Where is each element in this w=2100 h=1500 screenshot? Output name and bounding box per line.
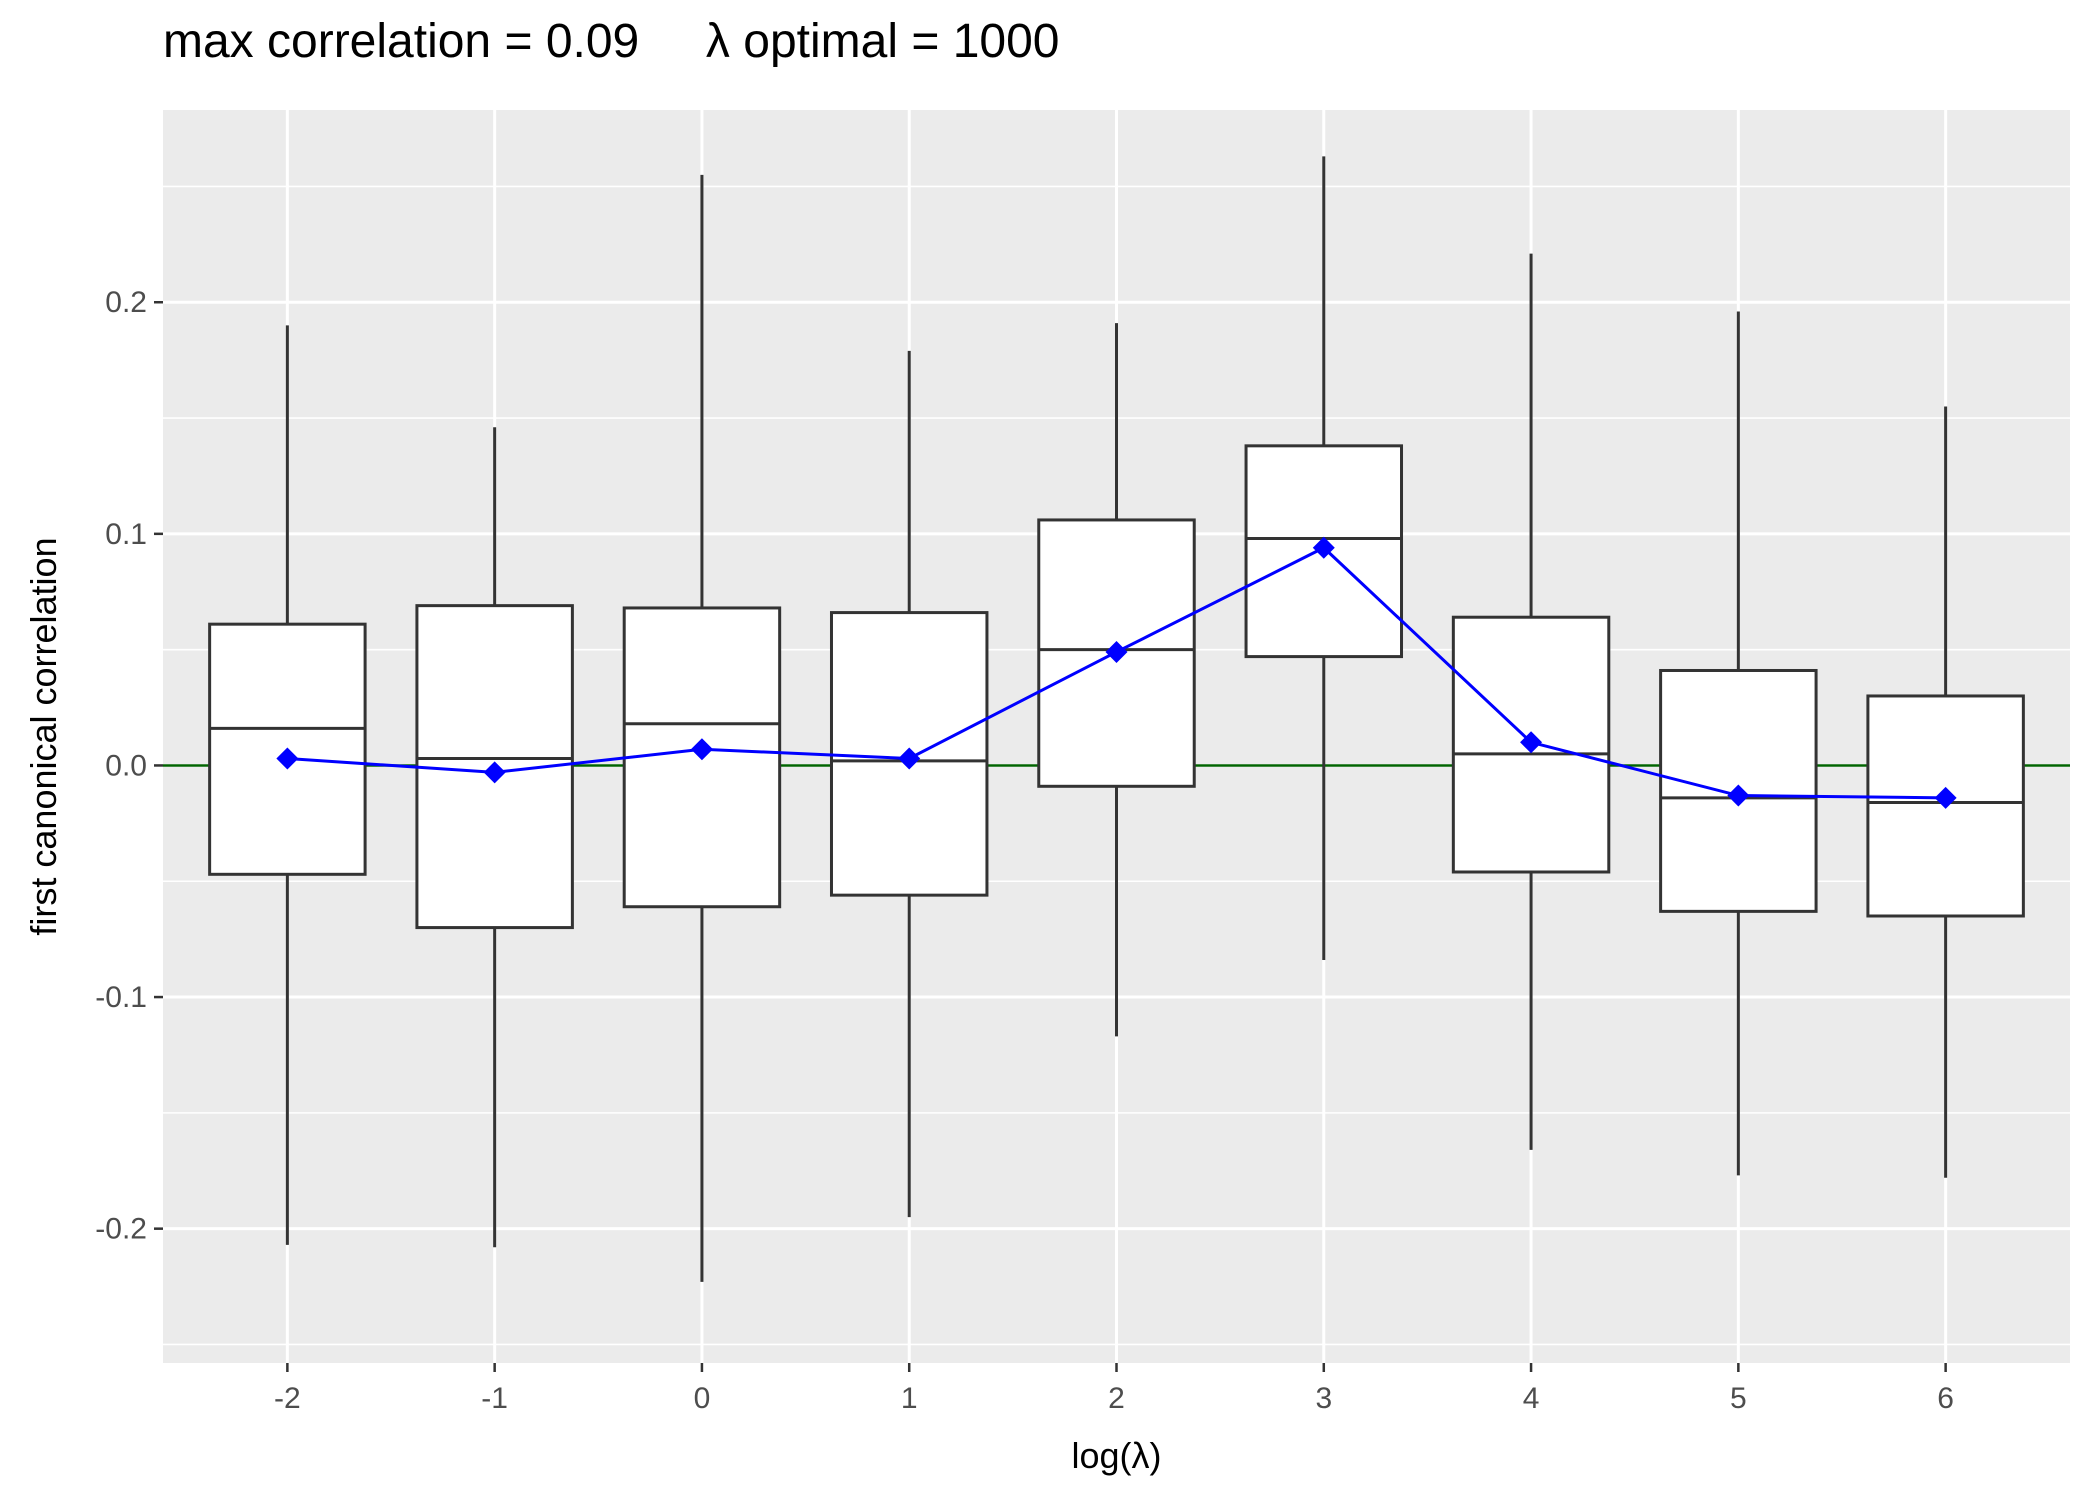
mean-point [1520,731,1543,754]
x-axis-title: log(λ) [1071,1435,1161,1476]
mean-point [483,761,506,784]
y-tick-label: 0.0 [105,749,147,782]
mean-point [1105,640,1128,663]
mean-point [898,747,921,770]
y-tick-label: 0.1 [105,518,147,551]
mean-point [1934,786,1957,809]
mean-point [1312,536,1335,559]
x-axis: -2 -1 0 1 2 3 4 5 6 [274,1363,1954,1415]
chart-title: max correlation = 0.09 λ optimal = 1000 [163,15,1060,68]
y-tick-label: -0.1 [95,981,147,1014]
mean-point [276,747,299,770]
y-axis-title: first canonical correlation [23,537,64,935]
x-tick-label: 6 [1937,1382,1954,1415]
x-tick-label: 4 [1523,1382,1540,1415]
x-tick-label: 2 [1108,1382,1125,1415]
mean-series [276,536,1957,809]
x-tick-label: 5 [1730,1382,1747,1415]
x-tick-label: 3 [1315,1382,1332,1415]
y-axis: -0.2 -0.1 0.0 0.1 0.2 [95,286,163,1246]
y-tick-label: 0.2 [105,286,147,319]
x-tick-label: 0 [694,1382,711,1415]
x-tick-label: -1 [481,1382,508,1415]
mean-point [690,738,713,761]
mean-point [1727,784,1750,807]
x-tick-label: 1 [901,1382,918,1415]
y-tick-label: -0.2 [95,1213,147,1246]
x-tick-label: -2 [274,1382,301,1415]
